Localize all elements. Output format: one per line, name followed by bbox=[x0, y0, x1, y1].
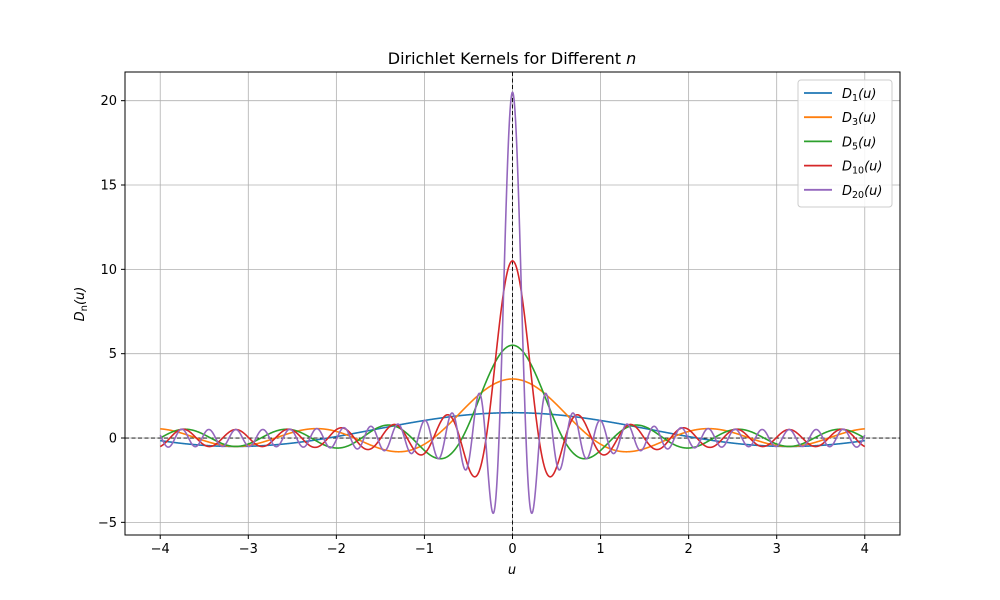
y-axis-label-base: D bbox=[73, 311, 88, 321]
y-tick-label-2: 5 bbox=[109, 347, 117, 362]
series-line-1 bbox=[159, 378, 866, 453]
legend-label-sub: 5 bbox=[852, 141, 858, 152]
y-tick-label-1: 0 bbox=[109, 432, 117, 447]
chart-title: Dirichlet Kernels for Different n bbox=[388, 49, 637, 68]
y-tick-label-4: 15 bbox=[100, 179, 117, 194]
x-tick-label-1: −3 bbox=[239, 542, 258, 557]
y-tick-label-3: 10 bbox=[100, 263, 117, 278]
x-tick-label-3: −1 bbox=[415, 542, 434, 557]
series-line-2 bbox=[159, 344, 866, 460]
legend-label-arg: (u) bbox=[858, 135, 876, 150]
legend-label-base: D bbox=[842, 87, 852, 102]
y-axis-label: Dn(u) bbox=[73, 287, 90, 322]
legend-label-4: D20(u) bbox=[842, 184, 883, 201]
legend-label-arg: (u) bbox=[864, 184, 882, 199]
y-tick-label-0: −5 bbox=[98, 516, 117, 531]
chart-title-italic: n bbox=[626, 49, 636, 68]
x-tick-label-2: −2 bbox=[327, 542, 346, 557]
y-axis-label-arg: (u) bbox=[73, 287, 88, 305]
series-line-4 bbox=[159, 91, 866, 515]
legend-label-sub: 1 bbox=[852, 93, 858, 104]
legend-label-2: D5(u) bbox=[842, 135, 876, 152]
legend-label-arg: (u) bbox=[864, 160, 882, 175]
x-tick-label-4: 0 bbox=[508, 542, 516, 557]
x-tick-label-5: 1 bbox=[596, 542, 604, 557]
legend-label-0: D1(u) bbox=[842, 87, 876, 104]
series-line-3 bbox=[159, 260, 866, 478]
legend-label-sub: 20 bbox=[852, 190, 864, 201]
x-tick-label-0: −4 bbox=[151, 542, 170, 557]
x-tick-label-6: 2 bbox=[684, 542, 692, 557]
chart-title-text: Dirichlet Kernels for Different bbox=[388, 49, 626, 68]
legend-label-3: D10(u) bbox=[842, 160, 883, 177]
x-tick-label-8: 4 bbox=[861, 542, 869, 557]
series-line-0 bbox=[159, 411, 866, 448]
legend-label-sub: 3 bbox=[852, 117, 858, 128]
legend-label-base: D bbox=[842, 184, 852, 199]
x-axis-label: u bbox=[508, 563, 516, 578]
legend-label-arg: (u) bbox=[858, 111, 876, 126]
legend-label-arg: (u) bbox=[858, 87, 876, 102]
legend-label-1: D3(u) bbox=[842, 111, 876, 128]
legend-box bbox=[797, 79, 893, 208]
legend-label-base: D bbox=[842, 160, 852, 175]
y-axis-label-sub: n bbox=[79, 305, 90, 311]
legend-label-base: D bbox=[842, 111, 852, 126]
legend-label-sub: 10 bbox=[852, 166, 864, 177]
y-tick-label-5: 20 bbox=[100, 94, 117, 109]
legend-label-base: D bbox=[842, 135, 852, 150]
x-tick-label-7: 3 bbox=[773, 542, 781, 557]
legend: D1(u)D3(u)D5(u)D10(u)D20(u) bbox=[797, 79, 893, 208]
